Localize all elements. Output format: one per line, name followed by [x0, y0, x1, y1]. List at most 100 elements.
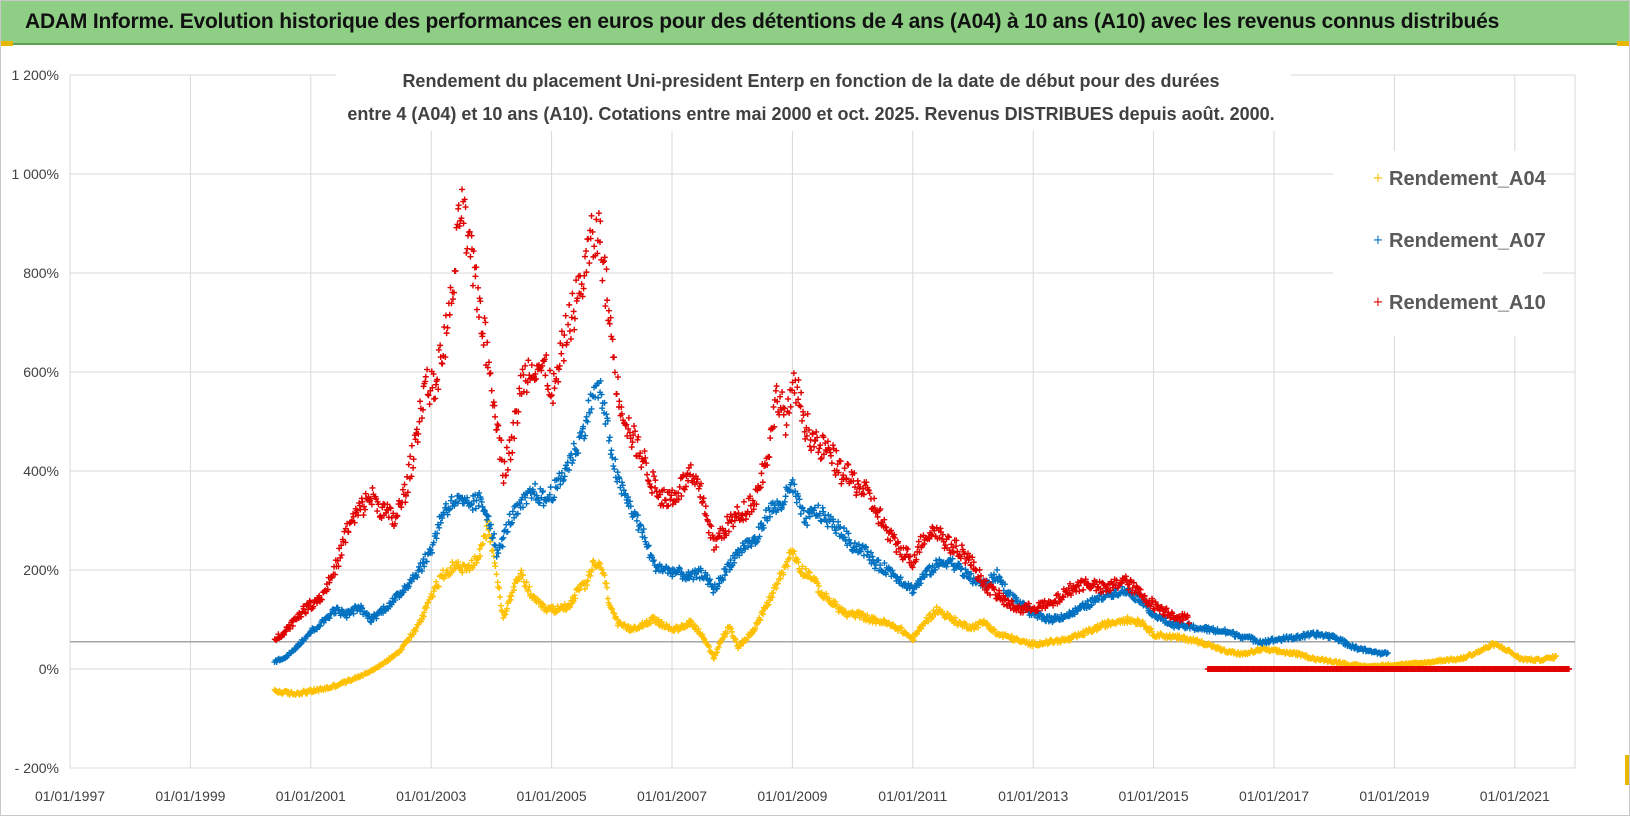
data-point-rendement_a10	[367, 495, 374, 502]
data-point-rendement_a10	[827, 452, 834, 459]
data-point-rendement_a07	[851, 539, 858, 546]
data-point-rendement_a10	[945, 534, 952, 541]
data-point-rendement_a10	[818, 455, 825, 462]
data-point-rendement_a10	[1149, 597, 1156, 604]
data-point-rendement_a07	[523, 500, 530, 507]
data-point-rendement_a04	[706, 643, 713, 650]
data-point-rendement_a10	[1565, 666, 1572, 672]
data-point-rendement_a10	[1122, 573, 1129, 580]
data-point-rendement_a10	[662, 497, 669, 504]
data-point-rendement_a07	[871, 565, 878, 572]
data-point-rendement_a10	[817, 455, 824, 462]
data-point-rendement_a04	[914, 630, 921, 637]
legend-label-a07: Rendement_A07	[1389, 230, 1546, 252]
data-point-rendement_a07	[511, 514, 518, 521]
data-point-rendement_a07	[637, 522, 644, 529]
data-point-rendement_a10	[368, 501, 375, 508]
data-point-rendement_a10	[891, 534, 898, 541]
data-point-rendement_a10	[693, 479, 700, 486]
data-point-rendement_a10	[593, 216, 600, 223]
data-point-rendement_a10	[652, 484, 659, 491]
data-point-rendement_a07	[458, 495, 465, 502]
data-point-rendement_a10	[1001, 595, 1008, 602]
series-rendement_a10-flat	[1204, 666, 1572, 672]
data-point-rendement_a04	[898, 624, 905, 631]
data-point-rendement_a07	[650, 558, 657, 565]
data-point-rendement_a10	[448, 300, 455, 307]
data-point-rendement_a10	[442, 354, 449, 361]
data-point-rendement_a07	[570, 440, 577, 447]
data-point-rendement_a07	[491, 530, 498, 537]
data-point-rendement_a07	[845, 530, 852, 537]
data-point-rendement_a10	[703, 512, 710, 519]
data-point-rendement_a10	[424, 391, 431, 398]
data-point-rendement_a07	[437, 519, 444, 526]
data-point-rendement_a10	[475, 314, 482, 321]
data-point-rendement_a07	[499, 543, 506, 550]
data-point-rendement_a10	[625, 425, 632, 432]
data-point-rendement_a10	[915, 538, 922, 545]
data-point-rendement_a10	[1137, 586, 1144, 593]
data-point-rendement_a04	[487, 538, 494, 545]
data-point-rendement_a04	[716, 640, 723, 647]
data-point-rendement_a10	[565, 321, 572, 328]
data-point-rendement_a07	[813, 511, 820, 518]
data-point-rendement_a10	[770, 403, 777, 410]
corner-mark-left	[1, 41, 13, 46]
data-point-rendement_a10	[1162, 606, 1169, 613]
data-point-rendement_a10	[783, 422, 790, 429]
data-point-rendement_a10	[424, 366, 431, 373]
data-point-rendement_a10	[650, 468, 657, 475]
data-point-rendement_a04	[572, 595, 579, 602]
data-point-rendement_a10	[586, 260, 593, 267]
data-point-rendement_a10	[391, 520, 398, 527]
data-point-rendement_a07	[532, 480, 539, 487]
data-point-rendement_a10	[651, 473, 658, 480]
data-point-rendement_a10	[774, 398, 781, 405]
data-point-rendement_a10	[1186, 620, 1193, 627]
data-point-rendement_a07	[815, 502, 822, 509]
data-point-rendement_a10	[613, 390, 620, 397]
x-tick-label: 01/01/1999	[155, 788, 225, 804]
data-point-rendement_a07	[586, 409, 593, 416]
data-point-rendement_a10	[785, 395, 792, 402]
data-point-rendement_a07	[755, 524, 762, 531]
data-point-rendement_a10	[753, 501, 760, 508]
data-point-rendement_a10	[874, 513, 881, 520]
data-point-rendement_a10	[574, 295, 581, 302]
data-point-rendement_a07	[554, 485, 561, 492]
data-point-rendement_a10	[514, 419, 521, 426]
data-point-rendement_a04	[540, 601, 547, 608]
data-point-rendement_a10	[493, 426, 500, 433]
data-point-rendement_a10	[616, 398, 623, 405]
data-point-rendement_a04	[435, 583, 442, 590]
data-point-rendement_a07	[460, 500, 467, 507]
data-point-rendement_a10	[953, 543, 960, 550]
data-point-rendement_a10	[948, 541, 955, 548]
data-point-rendement_a10	[470, 248, 477, 255]
data-point-rendement_a07	[889, 567, 896, 574]
data-point-rendement_a07	[585, 397, 592, 404]
data-point-rendement_a07	[833, 530, 840, 537]
data-point-rendement_a10	[820, 451, 827, 458]
data-point-rendement_a10	[881, 516, 888, 523]
data-point-rendement_a07	[317, 622, 324, 629]
data-point-rendement_a04	[496, 584, 503, 591]
data-point-rendement_a10	[911, 552, 918, 558]
data-point-rendement_a10	[957, 555, 964, 562]
data-point-rendement_a04	[584, 577, 591, 584]
data-point-rendement_a10	[550, 400, 557, 407]
data-point-rendement_a07	[625, 494, 632, 501]
data-point-rendement_a10	[1076, 588, 1083, 595]
data-point-rendement_a10	[801, 428, 808, 435]
data-point-rendement_a10	[816, 445, 823, 452]
data-point-rendement_a10	[442, 312, 449, 319]
data-point-rendement_a10	[603, 266, 610, 273]
data-point-rendement_a10	[462, 204, 469, 211]
data-point-rendement_a10	[702, 503, 709, 510]
data-point-rendement_a10	[1067, 580, 1073, 587]
data-point-rendement_a07	[958, 565, 965, 572]
data-point-rendement_a04	[647, 620, 654, 627]
data-point-rendement_a04	[433, 578, 440, 585]
